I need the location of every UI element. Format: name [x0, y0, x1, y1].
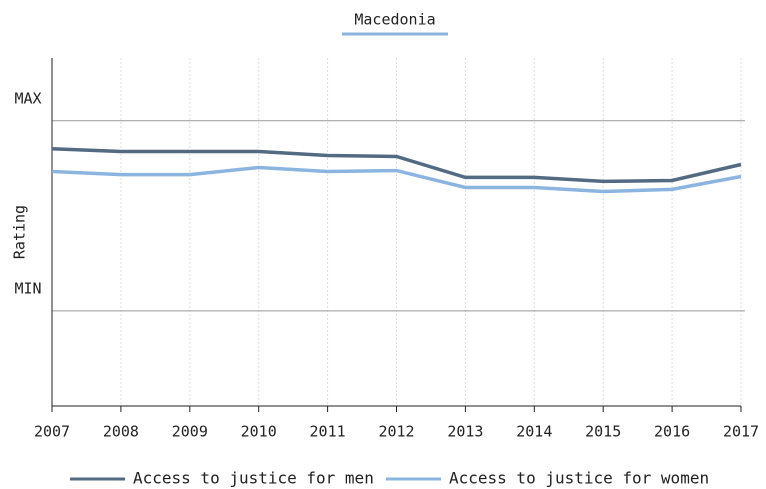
x-tick-label: 2016	[654, 423, 690, 441]
series-line	[51, 146, 742, 184]
x-tick-label: 2014	[516, 423, 552, 441]
x-tick-label: 2010	[241, 423, 277, 441]
legend-label: Access to justice for men	[133, 469, 374, 488]
x-tick-label: 2011	[310, 423, 346, 441]
x-tick-label: 2007	[34, 423, 70, 441]
x-tick-label: 2015	[585, 423, 621, 441]
x-tick-label: 2013	[447, 423, 483, 441]
y-axis-label: Rating	[11, 205, 29, 259]
x-tick-label: 2012	[378, 423, 414, 441]
x-tick-label: 2008	[103, 423, 139, 441]
x-tick-label: 2017	[723, 423, 759, 441]
y-tick-label: MAX	[14, 89, 41, 107]
chart-title: Macedonia	[354, 11, 435, 29]
legend-label: Access to justice for women	[449, 469, 709, 488]
x-tick-label: 2009	[172, 423, 208, 441]
y-tick-label: MIN	[14, 279, 41, 297]
series-line	[51, 165, 742, 194]
